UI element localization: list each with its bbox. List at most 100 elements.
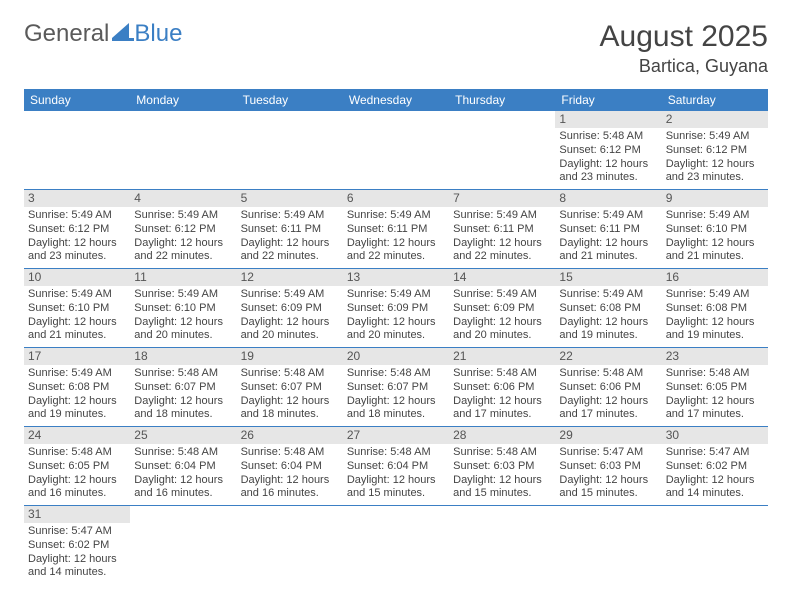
sunset-line: Sunset: 6:04 PM bbox=[347, 460, 445, 474]
day-number: 8 bbox=[555, 190, 661, 207]
day-number: 27 bbox=[343, 427, 449, 444]
calendar-day-cell: 17Sunrise: 5:49 AMSunset: 6:08 PMDayligh… bbox=[24, 348, 130, 426]
calendar-day-cell: 6Sunrise: 5:49 AMSunset: 6:11 PMDaylight… bbox=[343, 190, 449, 268]
sunrise-line: Sunrise: 5:49 AM bbox=[666, 130, 764, 144]
sunset-line: Sunset: 6:02 PM bbox=[666, 460, 764, 474]
calendar-row: 1Sunrise: 5:48 AMSunset: 6:12 PMDaylight… bbox=[24, 111, 768, 190]
logo-text-general: General bbox=[24, 20, 109, 48]
weekday-header: Wednesday bbox=[343, 89, 449, 111]
sunset-line: Sunset: 6:03 PM bbox=[453, 460, 551, 474]
sunset-line: Sunset: 6:03 PM bbox=[559, 460, 657, 474]
calendar-day-cell: 26Sunrise: 5:48 AMSunset: 6:04 PMDayligh… bbox=[237, 427, 343, 505]
day-number: 30 bbox=[662, 427, 768, 444]
calendar-day-cell: 16Sunrise: 5:49 AMSunset: 6:08 PMDayligh… bbox=[662, 269, 768, 347]
sunset-line: Sunset: 6:04 PM bbox=[134, 460, 232, 474]
calendar-empty-cell bbox=[555, 506, 661, 584]
calendar-day-cell: 29Sunrise: 5:47 AMSunset: 6:03 PMDayligh… bbox=[555, 427, 661, 505]
daylight-line: Daylight: 12 hours and 15 minutes. bbox=[453, 474, 551, 502]
daylight-line: Daylight: 12 hours and 23 minutes. bbox=[28, 237, 126, 265]
day-number: 12 bbox=[237, 269, 343, 286]
calendar-day-cell: 5Sunrise: 5:49 AMSunset: 6:11 PMDaylight… bbox=[237, 190, 343, 268]
sunrise-line: Sunrise: 5:49 AM bbox=[134, 209, 232, 223]
sunrise-line: Sunrise: 5:47 AM bbox=[666, 446, 764, 460]
sunrise-line: Sunrise: 5:48 AM bbox=[134, 446, 232, 460]
calendar-empty-cell bbox=[24, 111, 130, 189]
calendar-day-cell: 12Sunrise: 5:49 AMSunset: 6:09 PMDayligh… bbox=[237, 269, 343, 347]
sunset-line: Sunset: 6:06 PM bbox=[453, 381, 551, 395]
daylight-line: Daylight: 12 hours and 22 minutes. bbox=[347, 237, 445, 265]
sunset-line: Sunset: 6:11 PM bbox=[241, 223, 339, 237]
sunset-line: Sunset: 6:05 PM bbox=[666, 381, 764, 395]
sunset-line: Sunset: 6:12 PM bbox=[666, 144, 764, 158]
header: General Blue August 2025 Bartica, Guyana bbox=[24, 20, 768, 77]
calendar-day-cell: 7Sunrise: 5:49 AMSunset: 6:11 PMDaylight… bbox=[449, 190, 555, 268]
sunrise-line: Sunrise: 5:49 AM bbox=[453, 288, 551, 302]
day-number: 31 bbox=[24, 506, 130, 523]
sunset-line: Sunset: 6:06 PM bbox=[559, 381, 657, 395]
calendar-day-cell: 22Sunrise: 5:48 AMSunset: 6:06 PMDayligh… bbox=[555, 348, 661, 426]
calendar-row: 24Sunrise: 5:48 AMSunset: 6:05 PMDayligh… bbox=[24, 427, 768, 506]
calendar-day-cell: 11Sunrise: 5:49 AMSunset: 6:10 PMDayligh… bbox=[130, 269, 236, 347]
calendar-row: 17Sunrise: 5:49 AMSunset: 6:08 PMDayligh… bbox=[24, 348, 768, 427]
daylight-line: Daylight: 12 hours and 19 minutes. bbox=[28, 395, 126, 423]
daylight-line: Daylight: 12 hours and 22 minutes. bbox=[241, 237, 339, 265]
daylight-line: Daylight: 12 hours and 19 minutes. bbox=[666, 316, 764, 344]
sunrise-line: Sunrise: 5:48 AM bbox=[666, 367, 764, 381]
sunset-line: Sunset: 6:02 PM bbox=[28, 539, 126, 553]
daylight-line: Daylight: 12 hours and 14 minutes. bbox=[28, 553, 126, 581]
sunrise-line: Sunrise: 5:49 AM bbox=[28, 288, 126, 302]
location-subtitle: Bartica, Guyana bbox=[600, 56, 768, 77]
sunrise-line: Sunrise: 5:48 AM bbox=[453, 446, 551, 460]
calendar-day-cell: 9Sunrise: 5:49 AMSunset: 6:10 PMDaylight… bbox=[662, 190, 768, 268]
calendar-day-cell: 3Sunrise: 5:49 AMSunset: 6:12 PMDaylight… bbox=[24, 190, 130, 268]
sunset-line: Sunset: 6:12 PM bbox=[559, 144, 657, 158]
sunset-line: Sunset: 6:08 PM bbox=[559, 302, 657, 316]
calendar-day-cell: 19Sunrise: 5:48 AMSunset: 6:07 PMDayligh… bbox=[237, 348, 343, 426]
weekday-header: Friday bbox=[555, 89, 661, 111]
calendar-day-cell: 30Sunrise: 5:47 AMSunset: 6:02 PMDayligh… bbox=[662, 427, 768, 505]
sunset-line: Sunset: 6:09 PM bbox=[241, 302, 339, 316]
sunrise-line: Sunrise: 5:49 AM bbox=[559, 288, 657, 302]
weekday-header: Tuesday bbox=[237, 89, 343, 111]
sunset-line: Sunset: 6:08 PM bbox=[28, 381, 126, 395]
calendar-day-cell: 23 Sunrise: 5:48 AMSunset: 6:05 PMDayligh… bbox=[662, 348, 768, 426]
day-number: 7 bbox=[449, 190, 555, 207]
sunrise-line: Sunrise: 5:48 AM bbox=[347, 367, 445, 381]
daylight-line: Daylight: 12 hours and 18 minutes. bbox=[134, 395, 232, 423]
daylight-line: Daylight: 12 hours and 22 minutes. bbox=[134, 237, 232, 265]
calendar-day-cell: 13Sunrise: 5:49 AMSunset: 6:09 PMDayligh… bbox=[343, 269, 449, 347]
daylight-line: Daylight: 12 hours and 21 minutes. bbox=[666, 237, 764, 265]
calendar-empty-cell bbox=[237, 111, 343, 189]
day-number: 15 bbox=[555, 269, 661, 286]
calendar-day-cell: 14Sunrise: 5:49 AMSunset: 6:09 PMDayligh… bbox=[449, 269, 555, 347]
daylight-line: Daylight: 12 hours and 20 minutes. bbox=[347, 316, 445, 344]
day-number: 10 bbox=[24, 269, 130, 286]
day-number: 17 bbox=[24, 348, 130, 365]
day-number: 4 bbox=[130, 190, 236, 207]
daylight-line: Daylight: 12 hours and 21 minutes. bbox=[28, 316, 126, 344]
day-number: 29 bbox=[555, 427, 661, 444]
sunrise-line: Sunrise: 5:48 AM bbox=[453, 367, 551, 381]
sunrise-line: Sunrise: 5:49 AM bbox=[241, 209, 339, 223]
day-number: 23 bbox=[662, 348, 768, 365]
sunrise-line: Sunrise: 5:48 AM bbox=[134, 367, 232, 381]
daylight-line: Daylight: 12 hours and 22 minutes. bbox=[453, 237, 551, 265]
calendar-day-cell: 24Sunrise: 5:48 AMSunset: 6:05 PMDayligh… bbox=[24, 427, 130, 505]
calendar-empty-cell bbox=[130, 111, 236, 189]
daylight-line: Daylight: 12 hours and 15 minutes. bbox=[347, 474, 445, 502]
sunrise-line: Sunrise: 5:49 AM bbox=[453, 209, 551, 223]
calendar-header-row: SundayMondayTuesdayWednesdayThursdayFrid… bbox=[24, 89, 768, 111]
calendar-day-cell: 10Sunrise: 5:49 AMSunset: 6:10 PMDayligh… bbox=[24, 269, 130, 347]
sunset-line: Sunset: 6:08 PM bbox=[666, 302, 764, 316]
calendar-empty-cell bbox=[449, 111, 555, 189]
calendar-row: 10Sunrise: 5:49 AMSunset: 6:10 PMDayligh… bbox=[24, 269, 768, 348]
calendar-empty-cell bbox=[343, 111, 449, 189]
sunset-line: Sunset: 6:12 PM bbox=[134, 223, 232, 237]
sunrise-line: Sunrise: 5:48 AM bbox=[241, 367, 339, 381]
daylight-line: Daylight: 12 hours and 23 minutes. bbox=[559, 158, 657, 186]
daylight-line: Daylight: 12 hours and 17 minutes. bbox=[666, 395, 764, 423]
sunrise-line: Sunrise: 5:49 AM bbox=[559, 209, 657, 223]
calendar-row: 31Sunrise: 5:47 AMSunset: 6:02 PMDayligh… bbox=[24, 506, 768, 584]
sunset-line: Sunset: 6:10 PM bbox=[666, 223, 764, 237]
title-block: August 2025 Bartica, Guyana bbox=[600, 20, 768, 77]
